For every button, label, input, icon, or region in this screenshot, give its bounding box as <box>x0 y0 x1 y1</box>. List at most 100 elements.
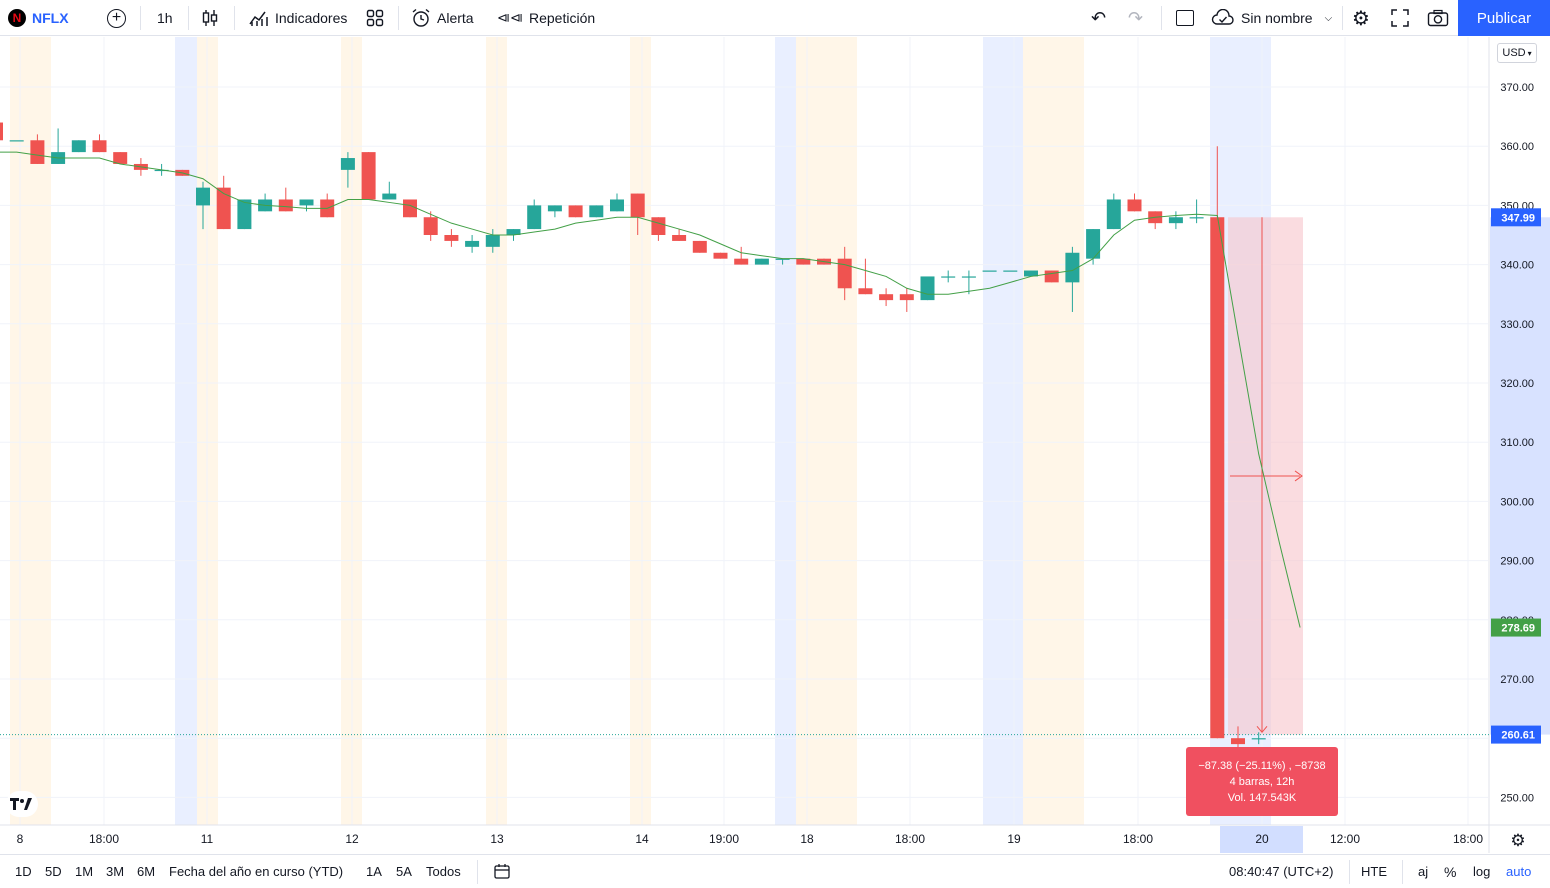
fullscreen-icon <box>1391 9 1409 27</box>
price-tick-label: 300.00 <box>1500 496 1534 508</box>
candle-body <box>1086 229 1101 259</box>
chart-type-button[interactable] <box>201 0 219 36</box>
candle-body <box>1251 738 1266 740</box>
price-tag <box>1491 725 1541 744</box>
interval-button[interactable]: 1h <box>157 0 173 36</box>
range-6m-button[interactable]: 6M <box>137 855 155 888</box>
calendar-range-icon <box>494 863 510 879</box>
candle-body <box>961 276 976 278</box>
undo-button[interactable]: ↶ <box>1091 0 1106 36</box>
publish-button[interactable]: Publicar <box>1458 0 1550 36</box>
price-tag-label: 278.69 <box>1501 623 1535 635</box>
adj-label: aj <box>1418 864 1429 879</box>
camera-icon <box>1427 9 1449 27</box>
time-tick-label: 13 <box>490 832 504 846</box>
layout-select-button[interactable] <box>1176 0 1194 36</box>
candle-body <box>713 252 728 259</box>
toolbar-divider <box>140 6 141 30</box>
settings-button[interactable]: ⚙ <box>1352 0 1370 36</box>
currency-select[interactable]: USD ▾ <box>1497 43 1537 63</box>
price-chart[interactable]: 370.00360.00350.00340.00330.00320.00310.… <box>0 37 1550 853</box>
clock-label: 08:40:47 (UTC+2) <box>1229 864 1334 879</box>
range-1m-button[interactable]: 1M <box>75 855 93 888</box>
candle-body <box>0 122 3 141</box>
candle-body <box>506 229 521 235</box>
range-1d-button[interactable]: 1D <box>15 855 32 888</box>
price-tick-label: 310.00 <box>1500 437 1534 449</box>
toolbar-divider <box>188 6 189 30</box>
candle-body <box>754 258 769 265</box>
auto-scale-button[interactable]: auto <box>1506 855 1531 888</box>
symbol-search-button[interactable]: N NFLX <box>8 0 69 36</box>
range-label: 1D <box>15 864 32 879</box>
candle-body <box>1106 199 1121 230</box>
candle-body <box>485 235 500 247</box>
extended-session-band <box>796 37 857 825</box>
range-label: 1A <box>366 864 382 879</box>
save-layout-button[interactable]: Sin nombre ⌵ <box>1211 0 1332 36</box>
candle-body <box>9 140 24 142</box>
price-tag <box>1491 208 1541 227</box>
candle-body <box>1168 217 1183 224</box>
replay-button[interactable]: ⧏⧏ Repetición <box>497 0 595 36</box>
time-tick-label: 18:00 <box>89 832 119 846</box>
interval-label: 1h <box>157 10 173 26</box>
square-layout-icon <box>1176 10 1194 26</box>
price-tag-label: 347.99 <box>1501 212 1535 224</box>
indicators-label: Indicadores <box>275 10 348 26</box>
candle-body <box>879 294 894 301</box>
candle-body <box>837 258 852 289</box>
candle-body <box>1210 217 1225 739</box>
fullscreen-button[interactable] <box>1391 0 1409 36</box>
candle-body <box>920 276 935 301</box>
candles-icon <box>202 10 218 26</box>
range-label: 5A <box>396 864 412 879</box>
candle-body <box>941 276 956 278</box>
candle-body <box>1003 270 1018 272</box>
compare-symbol-button[interactable]: + <box>107 0 126 36</box>
alert-button[interactable]: Alerta <box>411 0 474 36</box>
session-button[interactable]: HTE <box>1361 855 1387 888</box>
percent-scale-button[interactable]: % <box>1444 855 1456 888</box>
tradingview-logo-icon[interactable] <box>6 791 38 817</box>
measure-arrow-right <box>1294 470 1303 482</box>
candle-body <box>403 199 417 218</box>
measure-volume: Vol. 147.543K <box>1227 791 1297 804</box>
snapshot-button[interactable] <box>1427 0 1449 36</box>
range-ytd-button[interactable]: Fecha del año en curso (YTD) <box>169 855 343 888</box>
measure-arrow-down <box>1256 725 1268 734</box>
adjust-data-button[interactable]: aj <box>1418 855 1428 888</box>
candle-body <box>154 169 169 172</box>
candle-body <box>734 258 749 265</box>
range-5y-button[interactable]: 5A <box>396 855 412 888</box>
range-1y-button[interactable]: 1A <box>366 855 382 888</box>
time-tick-label: 11 <box>201 832 214 846</box>
templates-button[interactable] <box>366 0 384 36</box>
candle-body <box>1065 252 1080 283</box>
log-scale-button[interactable]: log <box>1473 855 1490 888</box>
candle-body <box>796 258 811 265</box>
grid-layout-icon <box>366 9 384 27</box>
axis-settings-gear-icon[interactable]: ⚙ <box>1510 831 1525 850</box>
toolbar-divider <box>398 6 399 30</box>
price-tick-label: 320.00 <box>1500 378 1534 390</box>
price-tick-label: 360.00 <box>1500 141 1534 153</box>
range-label: 1M <box>75 864 94 879</box>
gear-icon: ⚙ <box>1352 7 1370 30</box>
measure-change: −87.38 (−25.11%) , −8738 <box>1198 759 1326 772</box>
indicators-button[interactable]: Indicadores <box>249 0 347 36</box>
time-tick-label: 20 <box>1255 832 1269 846</box>
chevron-down-icon: ▾ <box>1527 48 1532 58</box>
candle-body <box>651 217 666 235</box>
candle-body <box>113 152 128 164</box>
timezone-button[interactable]: 08:40:47 (UTC+2) <box>1229 855 1333 888</box>
candle-body <box>30 140 45 164</box>
range-5d-button[interactable]: 5D <box>45 855 62 888</box>
extended-session-band <box>630 37 651 825</box>
range-all-button[interactable]: Todos <box>426 855 461 888</box>
time-tick-label: 18:00 <box>895 832 925 846</box>
goto-date-button[interactable] <box>493 855 511 888</box>
range-3m-button[interactable]: 3M <box>106 855 124 888</box>
time-tick-label: 12:00 <box>1330 832 1360 846</box>
redo-button[interactable]: ↷ <box>1128 0 1143 36</box>
